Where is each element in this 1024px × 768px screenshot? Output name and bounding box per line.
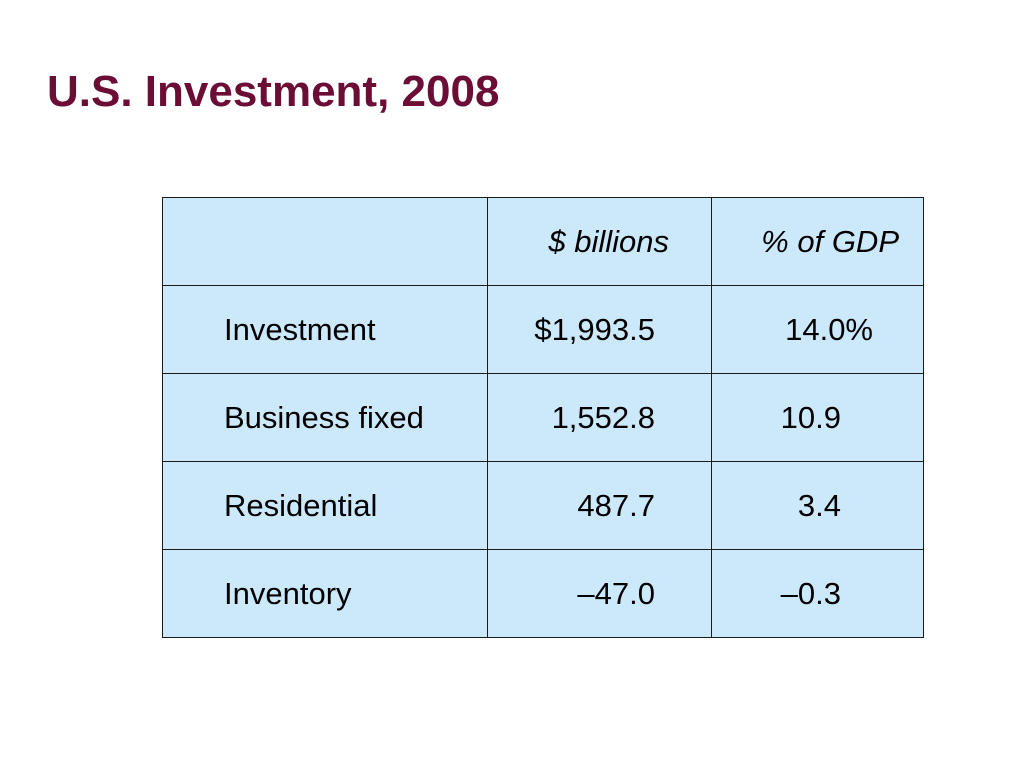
row-label: Investment: [162, 285, 488, 374]
header-cell-pct-gdp: % of GDP: [711, 197, 924, 286]
row-label: Business fixed: [162, 373, 488, 462]
table-header-row: $ billions % of GDP: [162, 197, 924, 286]
row-billions: $1,993.5: [487, 285, 712, 374]
table-row: Investment $1,993.5 14.0%: [162, 285, 924, 374]
row-pct-gdp: 14.0%: [711, 285, 924, 374]
row-pct-gdp: 3.4: [711, 461, 924, 550]
row-billions: 1,552.8: [487, 373, 712, 462]
slide-title: U.S. Investment, 2008: [47, 67, 500, 116]
row-pct-gdp: –0.3: [711, 549, 924, 638]
table-row: Business fixed 1,552.8 10.9: [162, 373, 924, 462]
row-pct-gdp: 10.9: [711, 373, 924, 462]
table-row: Residential 487.7 3.4: [162, 461, 924, 550]
row-label: Residential: [162, 461, 488, 550]
header-cell-billions: $ billions: [487, 197, 712, 286]
header-cell-blank: [162, 197, 488, 286]
row-billions: –47.0: [487, 549, 712, 638]
row-billions: 487.7: [487, 461, 712, 550]
investment-table: $ billions % of GDP Investment $1,993.5 …: [162, 197, 924, 638]
row-label: Inventory: [162, 549, 488, 638]
table-row: Inventory –47.0 –0.3: [162, 549, 924, 638]
